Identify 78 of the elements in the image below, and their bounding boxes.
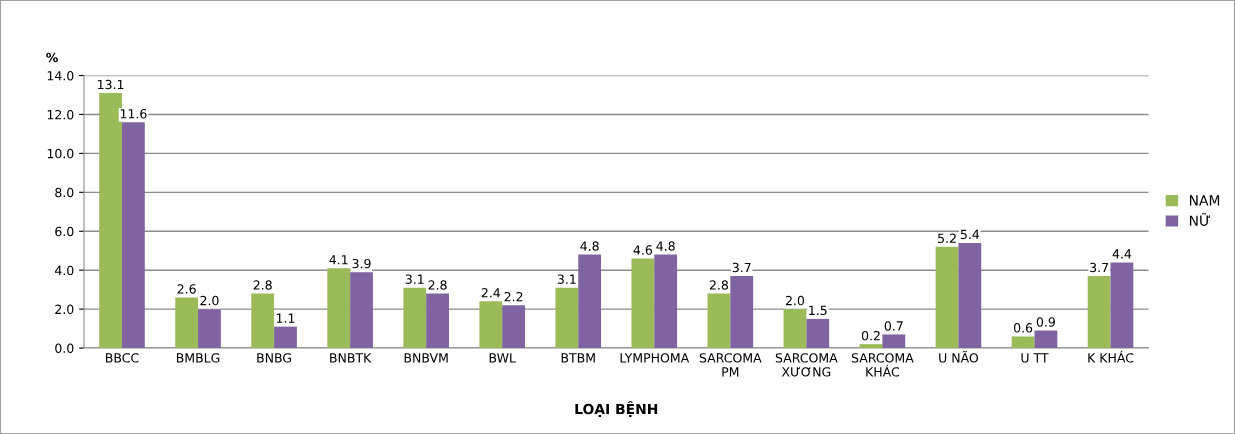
data-label: 13.1 [98, 79, 124, 90]
data-label: 2.2 [504, 291, 523, 302]
x-tick-label: BNBVM [404, 353, 448, 363]
bar [1110, 262, 1134, 349]
bar [806, 318, 830, 349]
data-label: 0.2 [861, 330, 880, 341]
bar [783, 309, 807, 349]
data-label: 4.4 [1112, 249, 1132, 259]
x-tick-label: LYMPHOMA [620, 353, 690, 363]
data-label: 3.7 [1090, 262, 1108, 273]
data-label: 0.7 [884, 321, 903, 331]
data-label: 11.6 [120, 108, 147, 119]
bar [958, 242, 982, 349]
x-tick-label: BWL [489, 353, 516, 363]
x-tick-label: SARCOMA XƯƠNG [775, 353, 838, 377]
bar [175, 297, 199, 349]
bar [1011, 336, 1035, 349]
y-tick-label: 14.0 [47, 70, 74, 81]
y-tick-label: 12.0 [47, 109, 74, 120]
data-label: 4.1 [329, 255, 348, 265]
data-label: 5.4 [960, 229, 980, 240]
x-tick-label: BNBG [257, 353, 292, 363]
y-tick-label: 0.0 [55, 343, 74, 353]
data-label: 4.6 [633, 245, 653, 255]
data-label: 3.1 [405, 274, 424, 284]
x-tick-label: K KHÁC [1088, 350, 1134, 363]
bar [122, 122, 145, 349]
data-label: 2.6 [177, 284, 196, 294]
data-label: 3.7 [732, 262, 751, 273]
bar [631, 258, 655, 349]
bar [99, 93, 122, 349]
data-label: 0.6 [1013, 323, 1033, 333]
data-label: 5.2 [938, 233, 956, 244]
bar [882, 334, 906, 349]
legend-label: NAM [1189, 195, 1220, 206]
x-tick-label: BNBTK [330, 353, 372, 363]
data-label: 3.9 [352, 258, 371, 269]
y-axis-title: % [46, 52, 58, 63]
x-tick-label: BBCC [106, 353, 139, 363]
bar [327, 268, 351, 349]
data-label: 1.5 [809, 305, 827, 316]
bar [935, 246, 959, 349]
bar [198, 309, 221, 349]
data-label: 2.8 [253, 280, 272, 290]
data-label: 4.8 [656, 241, 675, 251]
bar [251, 293, 275, 349]
x-tick-label: SARCOMA PM [699, 353, 762, 377]
data-label: 2.0 [785, 295, 805, 306]
x-tick-label: BTBM [561, 353, 595, 363]
bar [1087, 276, 1111, 349]
data-label: 4.8 [580, 241, 599, 251]
bar [1034, 330, 1058, 349]
y-tick-label: 10.0 [47, 148, 74, 159]
bar [426, 293, 449, 349]
data-label: 2.0 [200, 295, 219, 306]
data-label: 3.1 [557, 274, 576, 284]
x-tick-label: U TT [1021, 353, 1049, 363]
x-axis-title: LOẠI BỆNH [575, 401, 658, 418]
y-tick-label: 2.0 [55, 304, 74, 315]
bar [578, 254, 602, 349]
y-tick-label: 8.0 [55, 187, 74, 198]
bar [654, 254, 678, 349]
bar [502, 305, 526, 349]
x-tick-label: BMBLG [176, 353, 220, 363]
x-tick-label: U NÃO [939, 350, 979, 363]
bar [479, 301, 503, 349]
data-label: 1.1 [276, 313, 295, 323]
y-tick-label: 6.0 [55, 226, 74, 237]
data-label: 2.4 [481, 288, 501, 298]
data-label: 0.9 [1036, 317, 1055, 327]
bar [730, 276, 754, 349]
data-label: 2.8 [709, 280, 728, 290]
data-label: 2.8 [428, 280, 447, 290]
x-tick-label: SARCOMA KHÁC [851, 353, 914, 377]
y-tick-label: 4.0 [54, 265, 74, 276]
bar [859, 344, 883, 349]
bar [707, 293, 731, 349]
legend-label: NỮ [1189, 213, 1211, 226]
